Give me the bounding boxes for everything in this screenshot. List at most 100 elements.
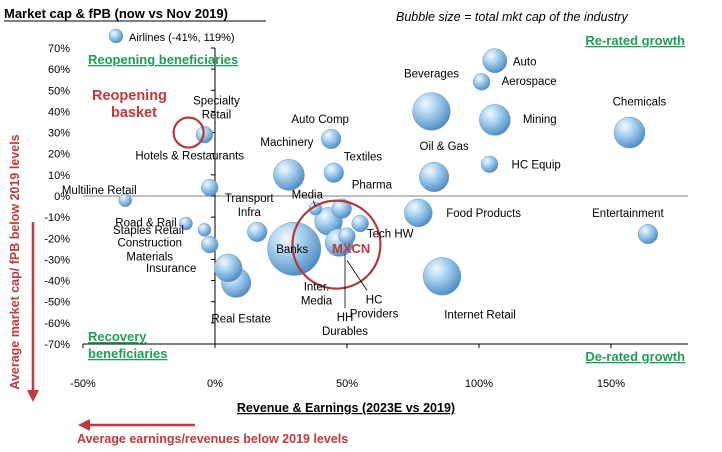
y-tick-label: 40% [48,106,70,118]
point-label: Beverages [404,68,459,80]
point-label: Pharma [352,180,393,192]
quadrant-label-top-left: Reopening beneficiaries [88,52,238,67]
bubble-banks [267,221,322,276]
point-label: Banks [276,244,308,256]
point-label: Materials [126,252,173,264]
bubble-road-rail [179,216,193,231]
y-tick-label: -40% [44,276,70,288]
point-label: Retail [202,110,231,122]
point-label: Mining [523,114,557,126]
quadrant-label-bottom-left-2: beneficiaries [88,346,168,361]
bubble-multiline-retail [118,193,132,207]
bubble-beverages [412,92,451,131]
y-tick-label: 10% [48,170,70,182]
y-tick-label: -20% [44,233,70,245]
bubble-internet-retail [422,257,462,296]
y-tick-label: 60% [48,64,70,76]
y-tick-label: 30% [48,128,70,140]
bubble-food-products [404,198,433,228]
chart-title: Market cap & fPB (now vs Nov 2019) [4,6,228,21]
point-label: Real Estate [211,314,270,326]
bubble-construction-materials [201,236,219,254]
point-label: HH [337,312,354,324]
point-label: Auto [513,57,537,69]
point-label: Aerospace [502,76,557,88]
axes: -70% -60% -50% -40% -30% -20% -10% 0% 10% 20% 30% 4… [44,43,688,390]
y-tick-label: -10% [44,212,70,224]
x-tick-label: 100% [465,378,493,390]
y-arrow [27,222,39,402]
bubble-insurance [214,253,243,283]
highlight-circle-mxcn [291,199,382,290]
chart-note: Bubble size = total mkt cap of the indus… [396,10,628,24]
point-label: Specialty [193,96,240,108]
quadrant-label-bottom-left-1: Recovery [88,329,147,344]
bubble-pharma [331,198,352,219]
point-label: Machinery [260,137,313,149]
x-tick-label: 50% [336,378,358,390]
x-arrow [78,419,195,431]
bubbles-layer [118,48,659,298]
bubble-aerospace [473,73,491,91]
point-label: HC [366,295,383,307]
point-label: Infra [238,207,262,219]
y-tick-label: -60% [44,318,70,330]
bubble-transport-infra [247,221,268,242]
bubble-auto [482,48,508,73]
point-label: Food Products [446,208,521,220]
point-label: Oil & Gas [420,141,469,153]
quadrant-label-top-right: Re-rated growth [585,33,685,48]
point-label: HC Equip [512,159,561,171]
leader-line [346,260,368,291]
y-tick-label: -50% [44,297,70,309]
x-arrow-label: Average earnings/revenues below 2019 lev… [77,432,348,446]
x-axis-label: Revenue & Earnings (2023E vs 2019) [237,401,455,415]
point-label: Providers [350,309,399,321]
bubble-tech-hw [351,214,369,233]
point-label: Textiles [344,152,383,164]
point-labels-layer: Auto Aerospace Beverages Mining Chemicals Spe… [62,57,667,338]
y-axis-label: Average market cap/ fPB below 2019 level… [8,134,22,389]
highlight-circle-reopening-basket [172,116,205,149]
point-label: Media [292,190,324,202]
y-tick-label: 50% [48,85,70,97]
point-label: Tech HW [367,228,414,240]
bubble-hc-equip [480,155,499,173]
point-label: Multiline Retail [62,185,137,197]
mxcn-label: MXCN [332,241,370,256]
bubble-mining [479,104,511,136]
point-label: Inter. [304,281,330,293]
y-tick-label: 20% [48,149,70,161]
point-label: Insurance [146,263,197,275]
bubble-hh-durables [338,227,356,245]
point-label: Entertainment [592,208,664,220]
bubble-oil-gas [419,161,450,192]
legend-label: Airlines (-41%, 119%) [129,32,235,44]
y-tick-label: -30% [44,254,70,266]
bubble-chemicals [613,116,646,149]
point-label: Hotels & Restaurants [135,151,244,163]
point-label: Auto Comp [291,114,349,126]
reopening-label-line-1: Reopening [92,88,167,104]
bubble-entertainment [637,224,659,245]
point-label: Media [301,295,333,307]
reopening-label-line-2: basket [111,105,157,121]
quadrant-label-bottom-right: De-rated growth [585,349,685,364]
point-label: Transport [225,193,275,205]
x-tick-label: 150% [597,378,625,390]
bubble-machinery [273,159,305,191]
point-label: Chemicals [613,97,667,109]
bubble-auto-comp [321,128,342,149]
bubble-textiles [323,162,344,183]
x-tick-label: -50% [70,378,96,390]
legend-bubble [108,28,124,44]
point-label: Staples Retail [113,225,184,237]
bubble-hotels-restaurants [201,178,219,197]
point-label: Construction [117,238,182,250]
point-label: Durables [322,326,368,338]
bubble-staples-retail [197,223,212,237]
y-tick-label: 70% [48,43,70,55]
point-label: Road & Rail [115,217,176,229]
y-tick-label: -70% [44,339,70,351]
